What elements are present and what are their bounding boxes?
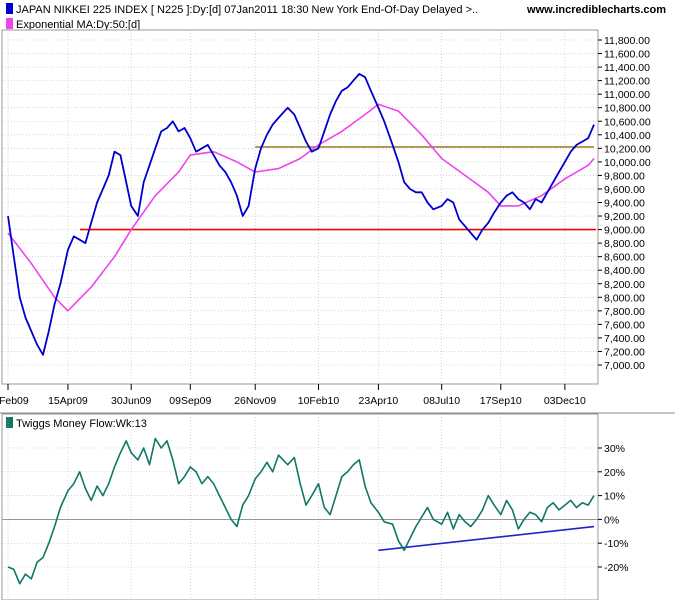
price-y-tick-label: 9,600.00 (604, 184, 645, 196)
price-y-tick-label: 11,600.00 (604, 49, 650, 61)
tmf-plot-border (1, 413, 599, 600)
tmf-series-group (7, 437, 595, 585)
x-tick-label: 08Jul10 (423, 395, 460, 407)
chart-title: JAPAN NIKKEI 225 INDEX [ N225 ]:Dy:[d] 0… (16, 4, 478, 16)
price-y-tick-label: 10,200.00 (604, 143, 651, 155)
price-y-tick-label: 9,400.00 (604, 198, 645, 210)
price-y-tick-label: 8,400.00 (604, 265, 645, 277)
price-y-tick-label: 9,200.00 (604, 211, 645, 223)
x-tick-label: 10Feb10 (298, 395, 340, 407)
tmf-y-tick-label: 10% (604, 491, 625, 503)
price-y-tick-label: 10,600.00 (604, 116, 651, 128)
x-tick-label: 15Apr09 (48, 395, 88, 407)
price-y-tick-label: 8,000.00 (604, 292, 645, 304)
x-tick-label: 09Sep09 (169, 395, 211, 407)
ma-series-line (7, 103, 595, 312)
price-series-group (7, 73, 595, 356)
tmf-legend-label: Twiggs Money Flow:Wk:13 (16, 418, 147, 430)
price-y-tick-label: 8,600.00 (604, 252, 645, 264)
x-tick-label: 03Dec10 (544, 395, 586, 407)
tmf-y-tick-label: 0% (604, 514, 619, 526)
price-y-tick-label: 10,400.00 (604, 130, 651, 142)
x-tick-label: 26Nov09 (234, 395, 276, 407)
x-tick-label: 23Apr10 (359, 395, 399, 407)
ma-legend-label: Exponential MA:Dy:50:[d] (16, 19, 140, 31)
header: JAPAN NIKKEI 225 INDEX [ N225 ]:Dy:[d] 0… (6, 3, 666, 31)
price-legend-swatch (6, 3, 13, 14)
tmf-y-tick-label: 30% (604, 443, 625, 455)
tmf-gridlines (2, 414, 598, 600)
price-series-line (7, 73, 595, 356)
price-y-tick-label: 11,000.00 (604, 89, 650, 101)
tmf-y-tick-label: -10% (604, 538, 629, 550)
x-tick-label: 17Sep10 (480, 395, 522, 407)
tmf-y-tick-label: 20% (604, 467, 625, 479)
price-y-tick-label: 7,000.00 (604, 360, 645, 372)
tmf-legend-swatch (6, 417, 13, 428)
price-y-tick-label: 7,400.00 (604, 333, 645, 345)
tmf-annotations (378, 525, 595, 552)
price-y-tick-label: 11,200.00 (604, 76, 650, 88)
price-y-tick-label: 7,800.00 (604, 306, 645, 318)
price-y-tick-label: 7,600.00 (604, 319, 645, 331)
tmf-y-axis: 30% 20% 10% 0% -10% -20% (598, 443, 629, 574)
price-gridlines (2, 30, 598, 384)
tmf-panel: Twiggs Money Flow:Wk:13 30% 20% 10% 0% -10% -… (1, 413, 629, 600)
price-plot-border (1, 29, 599, 385)
tmf-series-line (7, 437, 595, 585)
price-y-tick-label: 11,800.00 (604, 35, 650, 47)
price-y-tick-label: 10,000.00 (604, 157, 651, 169)
price-annotations (80, 146, 596, 231)
price-y-tick-label: 7,200.00 (604, 346, 645, 358)
x-tick-label: 30Jun09 (111, 395, 151, 407)
price-y-tick-label: 9,000.00 (604, 225, 645, 237)
ma-legend-swatch (6, 18, 13, 29)
site-watermark: www.incrediblecharts.com (526, 4, 666, 16)
price-y-tick-label: 9,800.00 (604, 170, 645, 182)
tmf-trendline (378, 525, 595, 552)
price-y-tick-label: 8,800.00 (604, 238, 645, 250)
price-y-tick-label: 11,400.00 (604, 62, 650, 74)
tmf-y-tick-label: -20% (604, 562, 629, 574)
date-x-axis: 02Feb09 15Apr09 30Jun09 09Sep09 26Nov09 10Feb… (0, 384, 586, 407)
price-y-tick-label: 10,800.00 (604, 103, 651, 115)
x-tick-label: 02Feb09 (0, 395, 29, 407)
price-y-tick-label: 8,200.00 (604, 279, 645, 291)
